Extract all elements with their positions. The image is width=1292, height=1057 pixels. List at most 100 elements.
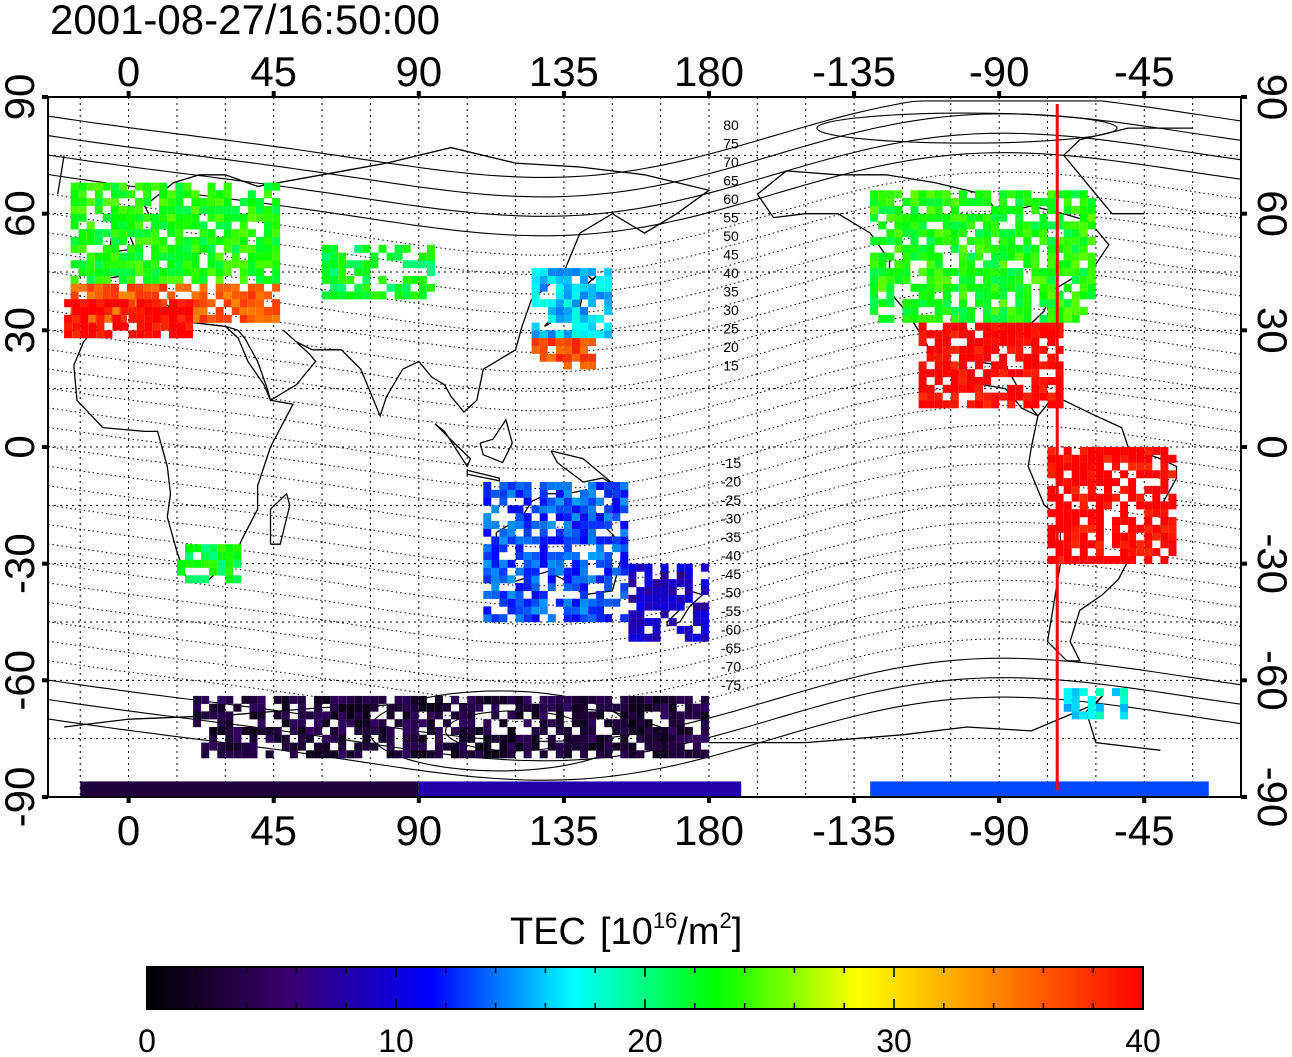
- tec-cell: [588, 513, 597, 522]
- tec-cell: [110, 198, 119, 207]
- tec-cell: [217, 742, 226, 751]
- tec-cell: [942, 384, 951, 393]
- tec-cell: [1055, 524, 1064, 533]
- tec-cell: [394, 719, 403, 728]
- tec-cell: [636, 563, 645, 572]
- tec-cell: [572, 734, 580, 743]
- tec-cell: [338, 283, 347, 292]
- tec-cell: [531, 590, 540, 599]
- tec-cell: [636, 602, 645, 611]
- tec-cell: [191, 213, 200, 222]
- tec-cell: [918, 252, 927, 261]
- tec-cell: [894, 229, 903, 238]
- tec-cell: [926, 369, 935, 378]
- tec-cell: [1087, 703, 1096, 712]
- tec-cell: [102, 268, 111, 277]
- tec-cell: [660, 703, 669, 712]
- tec-cell: [1071, 703, 1080, 712]
- tec-cell: [499, 482, 508, 490]
- tec-cell: [1039, 377, 1048, 385]
- tec-cell: [692, 734, 701, 743]
- tec-cell: [256, 307, 264, 315]
- tec-cell: [999, 299, 1008, 308]
- tec-cell: [264, 229, 272, 238]
- tec-cell: [620, 482, 629, 490]
- tec-cell: [272, 260, 281, 269]
- tec-cell: [201, 750, 210, 759]
- tec-cell: [1087, 291, 1096, 300]
- tec-cell: [983, 330, 992, 339]
- tec-cell: [1071, 478, 1080, 487]
- tec-cell: [636, 594, 645, 603]
- tec-cell: [94, 268, 103, 277]
- tec-cell: [644, 742, 653, 751]
- tec-cell: [183, 237, 192, 245]
- tec-cell: [991, 345, 1000, 354]
- tec-cell: [523, 598, 532, 607]
- tec-cell: [1055, 361, 1064, 370]
- tec-cell: [983, 221, 992, 230]
- tec-cell: [1071, 190, 1080, 199]
- tec-cell: [942, 221, 951, 230]
- tec-cell: [1047, 392, 1056, 401]
- tec-cell: [1031, 252, 1040, 261]
- tec-cell: [555, 513, 564, 522]
- tec-cell: [217, 703, 226, 712]
- tec-cell: [950, 268, 959, 277]
- tec-cell: [596, 703, 605, 712]
- tec-cell: [555, 338, 564, 347]
- tec-cell: [338, 252, 347, 261]
- tec-cell: [152, 322, 161, 331]
- tec-cell: [223, 314, 232, 323]
- tec-cell: [467, 703, 476, 712]
- tec-cell: [247, 205, 256, 214]
- tec-cell: [950, 283, 959, 292]
- tec-cell: [265, 734, 274, 743]
- tec-cell: [572, 299, 580, 308]
- tec-cell: [991, 400, 1000, 409]
- tec-cell: [668, 727, 677, 735]
- tec-cell: [612, 719, 621, 728]
- tec-cell: [636, 727, 645, 735]
- tec-cell: [1007, 268, 1016, 277]
- tec-cell: [580, 559, 588, 568]
- tec-cell: [1071, 221, 1080, 230]
- tec-cell: [572, 598, 580, 607]
- tec-cell: [942, 190, 951, 199]
- tec-cell: [1120, 447, 1129, 455]
- coastline: [57, 127, 1193, 215]
- tec-cell: [596, 520, 605, 529]
- tec-cell: [1015, 322, 1024, 331]
- tec-cell: [902, 244, 911, 253]
- tec-cell: [652, 633, 661, 642]
- tec-cell: [539, 299, 548, 308]
- tec-cell: [1160, 555, 1169, 564]
- tec-cell: [499, 575, 508, 584]
- tec-cell: [1047, 524, 1056, 533]
- tec-cell: [918, 384, 927, 393]
- frame-tick: [126, 797, 131, 803]
- tec-cell: [272, 252, 281, 261]
- tec-cell: [539, 590, 548, 599]
- tec-cell: [1063, 244, 1072, 253]
- tec-cell: [580, 353, 588, 362]
- tec-cell: [118, 268, 127, 277]
- tec-cell: [143, 190, 152, 199]
- tec-cell: [1168, 501, 1177, 510]
- tec-cell: [402, 695, 411, 704]
- tec-cell: [555, 353, 564, 362]
- tec-cell: [620, 727, 629, 735]
- tec-cell: [1087, 478, 1096, 487]
- tec-cell: [272, 307, 281, 315]
- tec-cell: [902, 221, 911, 230]
- tec-cell: [483, 513, 492, 522]
- tec-cell: [902, 307, 911, 315]
- tec-cell: [215, 268, 224, 277]
- tec-cell: [215, 198, 224, 207]
- tec-cell: [175, 244, 184, 253]
- coastline: [269, 492, 291, 545]
- tec-cell: [588, 734, 597, 743]
- tec-cell: [94, 237, 103, 245]
- tec-cell: [1039, 213, 1048, 222]
- tec-cell: [975, 268, 983, 277]
